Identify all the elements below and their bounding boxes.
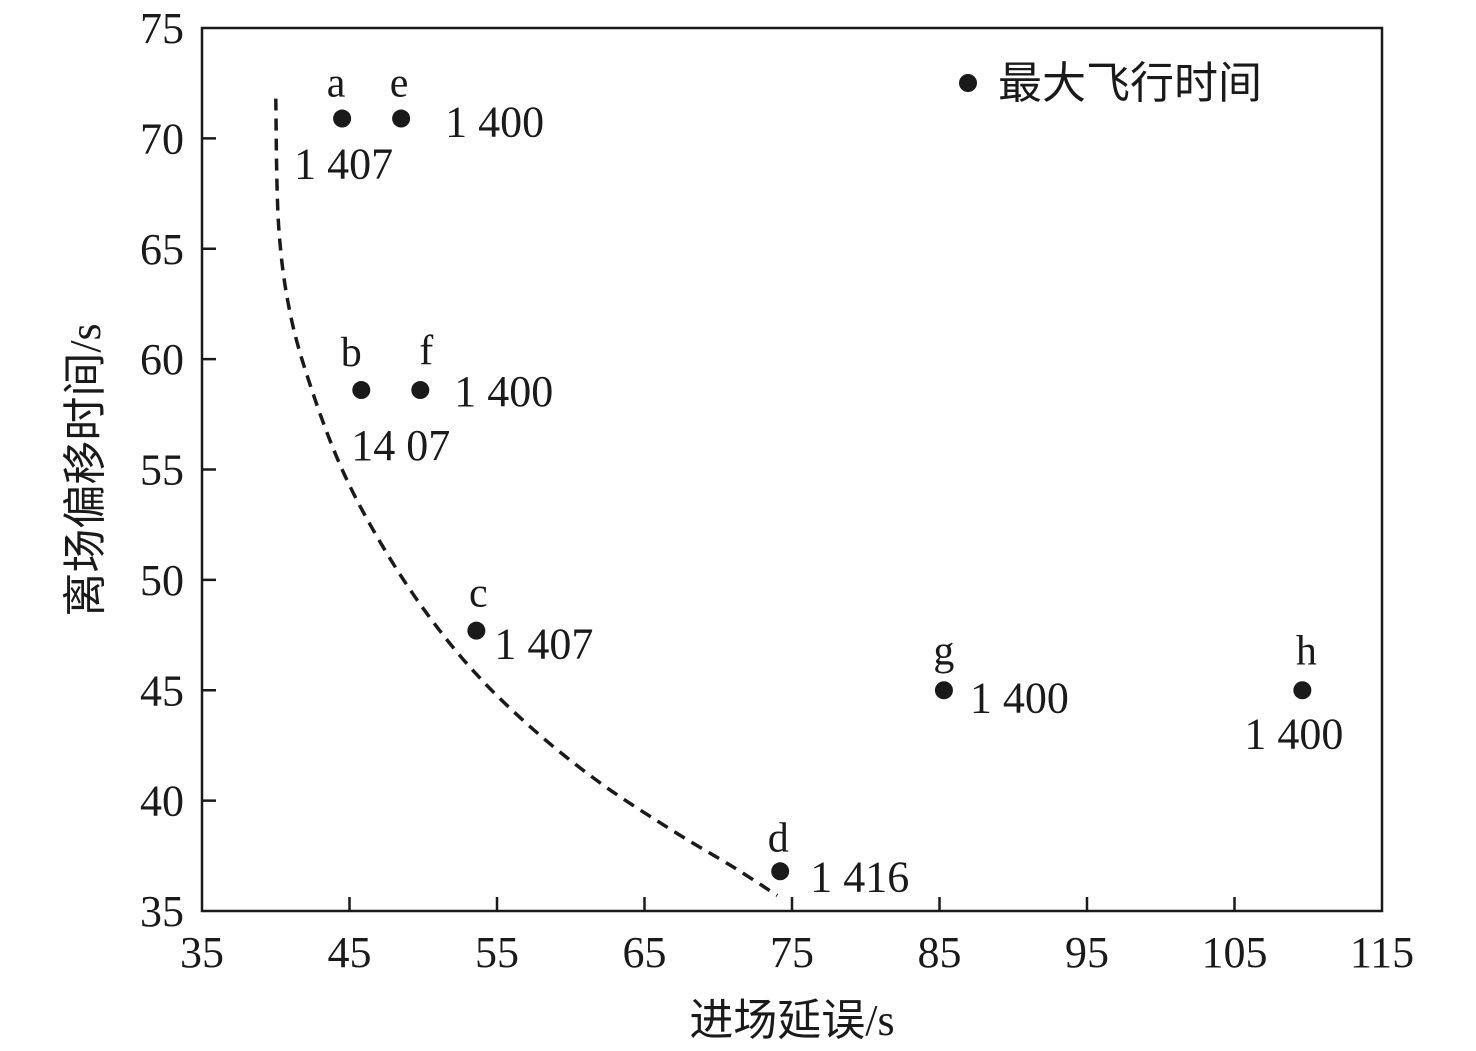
legend-marker — [959, 74, 977, 92]
data-point-g: g 1 400 — [933, 628, 1069, 722]
data-point-c: c1 407 — [467, 571, 593, 669]
x-axis-title: 进场延误/s — [689, 996, 894, 1045]
x-tick-label: 45 — [328, 928, 372, 977]
point-marker — [411, 381, 430, 400]
point-marker — [1293, 681, 1312, 700]
point-letter-label: c — [469, 571, 488, 617]
point-value-label: 1 400 — [1244, 709, 1343, 758]
point-value-label: 1 407 — [294, 140, 393, 189]
point-value-label: 1 400 — [970, 673, 1069, 722]
point-letter-label: h — [1296, 628, 1317, 674]
data-point-h: h 1 400 — [1244, 628, 1343, 758]
y-tick-label: 35 — [140, 887, 184, 936]
point-value-label: 1 416 — [810, 852, 909, 901]
point-letter-label: d — [768, 815, 789, 861]
point-marker — [467, 621, 486, 640]
point-letter-label: a — [327, 61, 346, 107]
y-tick-label: 70 — [140, 114, 184, 163]
data-point-d: d 1 416 — [768, 815, 910, 901]
point-value-label: 1 400 — [454, 367, 553, 416]
y-tick-label: 60 — [140, 335, 184, 384]
point-value-label: 1 400 — [445, 98, 544, 147]
point-letter-label: b — [341, 330, 362, 376]
data-point-b: b 14 07 — [341, 330, 451, 470]
legend: 最大飞行时间 — [959, 59, 1262, 108]
point-marker — [771, 862, 790, 881]
y-axis-ticks: 35 40 45 50 55 60 65 70 75 — [140, 4, 216, 936]
x-tick-label: 75 — [770, 928, 814, 977]
x-tick-label: 105 — [1202, 928, 1268, 977]
point-letter-label: g — [933, 628, 954, 674]
x-tick-label: 85 — [918, 928, 962, 977]
x-tick-label: 35 — [180, 928, 224, 977]
y-axis-title: 离场偏移时间/s — [61, 323, 110, 616]
point-letter-label: f — [419, 328, 433, 374]
point-letter-label: e — [390, 61, 409, 107]
x-tick-label: 65 — [623, 928, 667, 977]
y-tick-label: 75 — [140, 4, 184, 53]
x-tick-label: 95 — [1065, 928, 1109, 977]
y-tick-label: 50 — [140, 556, 184, 605]
point-marker — [934, 681, 953, 700]
data-point-a: a 1 407 — [294, 61, 393, 189]
point-marker — [392, 109, 411, 128]
pareto-frontier-dashed-curve — [274, 98, 779, 897]
y-tick-label: 45 — [140, 666, 184, 715]
point-marker — [352, 381, 371, 400]
x-tick-label: 115 — [1350, 928, 1414, 977]
point-value-label: 1 407 — [494, 620, 593, 669]
point-marker — [333, 109, 352, 128]
y-tick-label: 40 — [140, 777, 184, 826]
x-axis-ticks: 35 45 55 65 75 85 95 105 115 — [180, 897, 1414, 977]
data-point-f: f 1 400 — [411, 328, 553, 416]
y-tick-label: 65 — [140, 225, 184, 274]
y-tick-label: 55 — [140, 446, 184, 495]
legend-label: 最大飞行时间 — [998, 59, 1262, 108]
data-point-e: e 1 400 — [390, 61, 544, 147]
x-tick-label: 55 — [475, 928, 519, 977]
point-value-label: 14 07 — [351, 421, 450, 470]
